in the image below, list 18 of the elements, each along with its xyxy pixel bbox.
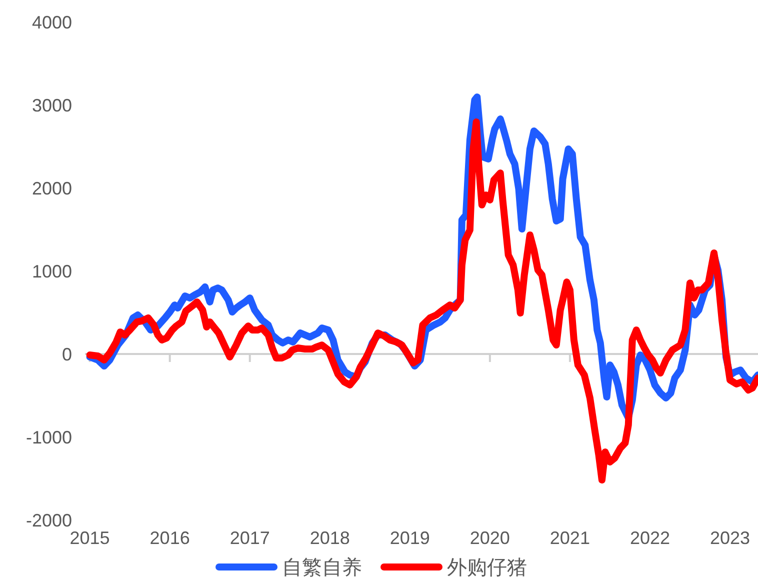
x-tick-label: 2023 — [710, 528, 750, 548]
y-tick-label: -1000 — [26, 427, 72, 448]
x-tick-label: 2021 — [550, 528, 590, 548]
x-tick-label: 2018 — [310, 528, 350, 548]
x-tick-label: 2022 — [630, 528, 670, 548]
x-tick-label: 2019 — [390, 528, 430, 548]
y-tick-label: 1000 — [32, 261, 72, 282]
y-tick-label: 0 — [62, 344, 72, 364]
y-tick-label: -2000 — [26, 510, 72, 530]
y-tick-label: 2000 — [32, 178, 72, 198]
legend-label: 自繁自养 — [282, 557, 362, 579]
x-tick-label: 2017 — [230, 528, 270, 548]
x-tick-label: 2015 — [70, 528, 110, 548]
y-tick-label: 4000 — [32, 12, 72, 32]
y-tick-label: 3000 — [32, 95, 72, 116]
x-tick-label: 2020 — [470, 528, 510, 548]
legend-label: 外购仔猪 — [447, 557, 527, 579]
x-tick-label: 2016 — [150, 528, 190, 548]
